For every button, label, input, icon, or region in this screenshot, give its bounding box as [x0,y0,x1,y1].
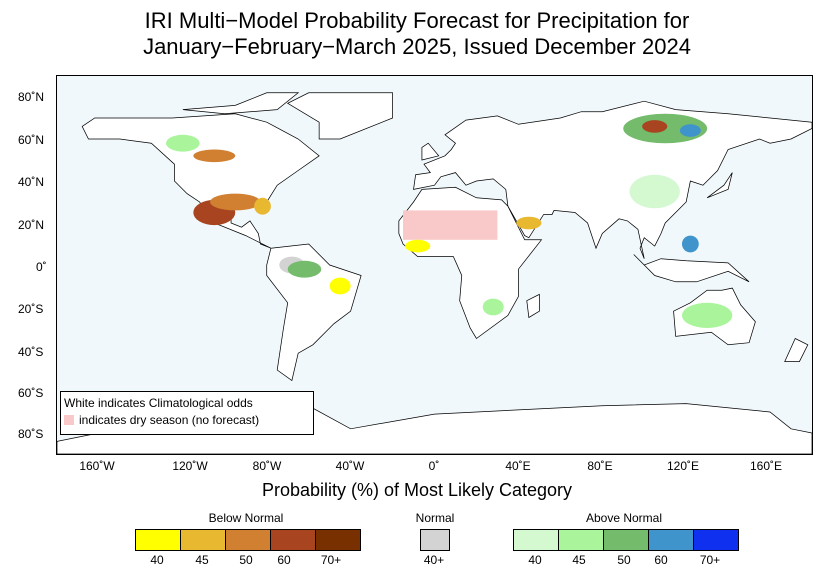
lon-label: 120˚E [666,459,700,473]
legend-below-label: Below Normal [208,511,284,525]
legend-tick: 50 [239,553,253,567]
lon-label: 40˚E [505,459,531,473]
lon-label: 120˚W [172,459,208,473]
swatch-above-60 [649,530,694,550]
swatch-below-50 [226,530,271,550]
lon-label: 160˚W [79,459,115,473]
swatch-below-60 [271,530,316,550]
title-line-1: IRI Multi−Model Probability Forecast for… [144,8,690,33]
lon-label: 0˚ [428,459,440,473]
landmasses [56,92,813,455]
legend-tick: 60 [277,553,291,567]
legend-tick: 50 [617,553,631,567]
below-normal-us-south [210,193,261,211]
legend-tick: 45 [572,553,586,567]
swatch-below-45 [181,530,226,550]
lat-label: 40˚S [18,345,44,359]
lat-label: 20˚N [18,218,45,232]
dry-season-sahara [403,210,498,240]
legend-tick: 45 [195,553,209,567]
lat-label: 40˚N [18,175,45,189]
new-zealand [784,338,809,362]
swatch-below-40 [136,530,181,550]
legend-tick: 40 [150,553,164,567]
greenland [286,92,393,140]
above-normal-canada [166,134,200,152]
legend-above-bar [513,529,739,551]
above-normal-australia [681,302,733,328]
below-normal-west-africa [405,239,431,253]
lon-label: 160˚E [749,459,783,473]
above-normal-amazon [287,260,322,278]
lat-label: 80˚N [18,90,45,104]
forecast-shading [166,113,733,328]
legend-tick: 70+ [699,553,721,567]
legend-normal-label: Normal [415,511,455,525]
lon-label: 80˚W [252,459,282,473]
lat-label: 60˚S [18,386,44,400]
swatch-above-70 [694,530,738,550]
lon-label: 80˚E [587,459,613,473]
swatch-below-70 [316,530,360,550]
below-normal-arabia [516,216,542,230]
lat-label: 20˚S [18,302,44,316]
madagascar [526,293,540,319]
arctic-islands [182,92,300,115]
lat-label: 60˚N [18,133,45,147]
swatch-above-50 [604,530,649,550]
dry-season-swatch [64,415,74,425]
lon-label: 40˚W [335,459,365,473]
above-normal-philippines [681,235,699,253]
legend-tick: 70+ [320,553,342,567]
legend-below-bar [135,529,361,551]
below-normal-siberia [642,120,668,133]
map-note-box: White indicates Climatological odds indi… [60,391,314,435]
japan [706,172,733,199]
below-normal-canada [193,149,236,163]
x-axis-title: Probability (%) of Most Likely Category [261,480,573,500]
indonesia [633,254,750,283]
lat-label: 80˚S [18,427,44,441]
note-dry-season: indicates dry season (no forecast) [79,413,260,427]
uk [421,142,440,161]
above-normal-china [629,174,680,209]
north-america [81,113,320,249]
lat-label: 0˚ [36,260,47,274]
swatch-normal-40 [421,530,449,550]
legend-above-label: Above Normal [585,511,663,525]
legend-tick: 40 [528,553,542,567]
title-line-2: January−February−March 2025, Issued Dece… [143,34,691,59]
swatch-above-45 [559,530,604,550]
eurasia [413,100,813,259]
below-normal-brazil [329,277,351,295]
legend-normal-bar [420,529,450,551]
below-normal-gulf [254,197,271,215]
legend-tick: 40+ [423,553,445,567]
above-normal-southern-africa [482,298,504,316]
legend-tick: 60 [654,553,668,567]
note-climatological: White indicates Climatological odds [64,396,253,410]
map-svg [56,92,813,455]
swatch-above-40 [514,530,559,550]
strong-above-siberia [679,124,701,137]
